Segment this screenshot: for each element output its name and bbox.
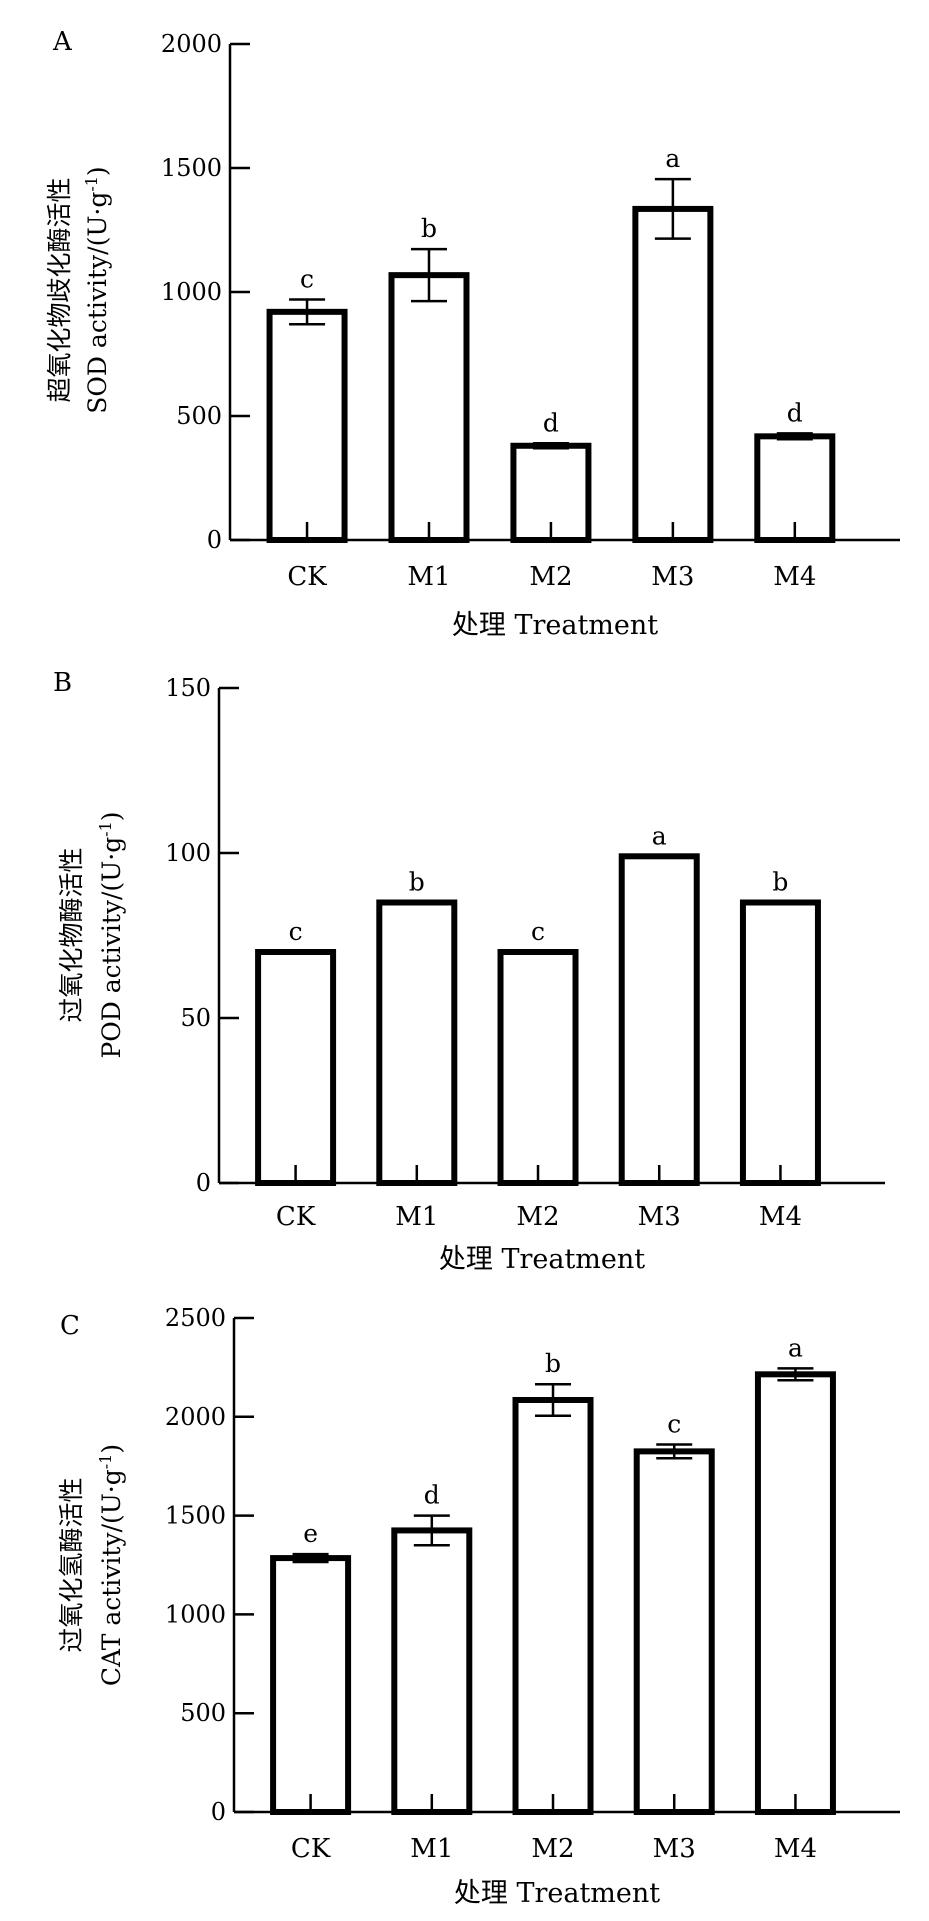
y-axis-label-cn: 超氧化物歧化酶活性 <box>45 177 74 402</box>
y-axis-label-unit: SOD activity/(U·g <box>83 192 112 414</box>
bar-M4 <box>754 1371 836 1816</box>
significance-label: b <box>772 868 788 897</box>
significance-label: b <box>545 1349 561 1378</box>
bar-M1 <box>388 272 470 543</box>
chart-panel-A: A 0 500 1000 1500 2000 c CK b M1 d M2 a M3 d M4 处理 Treat… <box>45 27 900 641</box>
y-axis-label-cn: 过氧化氢酶活性 <box>57 1477 86 1652</box>
y-tick-label: 0 <box>196 1169 211 1197</box>
y-axis-label-en: SOD activity/(U·g-1) <box>82 166 112 413</box>
significance-label: e <box>303 1519 318 1548</box>
significance-label: a <box>788 1333 803 1362</box>
y-tick-label: 1000 <box>165 1600 226 1628</box>
x-tick-label: M1 <box>410 1834 453 1864</box>
bar-CK <box>266 308 348 543</box>
y-axis-label-superscript: -1 <box>82 176 101 192</box>
x-tick-label: M2 <box>529 562 572 592</box>
y-axis-label-close: ) <box>83 166 112 176</box>
panel-letter: C <box>60 1311 80 1341</box>
significance-label: c <box>667 1409 681 1438</box>
bar-M2 <box>512 1397 594 1816</box>
significance-label: a <box>652 821 667 850</box>
significance-label: d <box>543 408 559 437</box>
y-tick-label: 0 <box>211 1798 226 1826</box>
x-axis-label: 处理 Treatment <box>454 1878 660 1909</box>
y-axis-label-en: CAT activity/(U·g-1) <box>96 1444 126 1686</box>
significance-label: c <box>289 917 303 946</box>
x-tick-label: CK <box>287 562 327 592</box>
x-tick-label: M3 <box>651 562 694 592</box>
y-axis-label-en: POD activity/(U·g-1) <box>96 811 126 1058</box>
y-axis-label-close: ) <box>97 1444 126 1454</box>
panel-letter: B <box>53 668 72 698</box>
y-tick-label: 2500 <box>165 1304 226 1332</box>
x-tick-label: M2 <box>516 1202 559 1232</box>
y-tick-label: 500 <box>180 1699 226 1727</box>
significance-label: d <box>787 398 803 427</box>
y-tick-label: 100 <box>165 839 211 867</box>
significance-label: b <box>409 868 425 897</box>
y-tick-label: 1500 <box>161 154 222 182</box>
bar-M3 <box>633 1448 715 1815</box>
x-tick-label: CK <box>276 1202 316 1232</box>
chart-panel-C: C 0 500 1000 1500 2000 2500 e CK d M1 b M2 c M3 a M4 处理 T… <box>57 1304 900 1909</box>
x-tick-label: CK <box>291 1834 331 1864</box>
panel-letter: A <box>52 27 73 57</box>
significance-label: c <box>300 264 314 293</box>
y-tick-label: 1000 <box>161 278 222 306</box>
significance-label: a <box>665 144 680 173</box>
y-tick-label: 50 <box>180 1004 211 1032</box>
y-tick-label: 2000 <box>161 30 222 58</box>
bar-CK <box>255 949 337 1186</box>
x-tick-label: M3 <box>653 1834 696 1864</box>
y-axis-label-superscript: -1 <box>96 1454 115 1470</box>
bar-M1 <box>391 1527 473 1816</box>
y-axis-label-close: ) <box>97 811 126 821</box>
y-tick-label: 500 <box>176 402 222 430</box>
y-tick-label: 2000 <box>165 1403 226 1431</box>
x-tick-label: M4 <box>759 1202 802 1232</box>
x-tick-label: M4 <box>774 1834 817 1864</box>
significance-label: b <box>421 214 437 243</box>
x-tick-label: M1 <box>407 562 450 592</box>
y-tick-label: 1500 <box>165 1502 226 1530</box>
significance-label: d <box>424 1481 440 1510</box>
significance-label: c <box>531 917 545 946</box>
x-tick-label: M1 <box>395 1202 438 1232</box>
y-axis-label-unit: CAT activity/(U·g <box>97 1469 126 1686</box>
bar-M2 <box>497 949 579 1186</box>
y-tick-label: 0 <box>207 526 222 554</box>
bar-CK <box>270 1555 352 1815</box>
chart-panel-B: B 0 50 100 150 c CK b M1 c M2 a M3 b M4 处理 Treatment 过氧化… <box>53 668 885 1275</box>
bar-M1 <box>376 899 458 1186</box>
x-tick-label: M4 <box>773 562 816 592</box>
x-axis-label: 处理 Treatment <box>452 610 658 641</box>
y-axis-label-unit: POD activity/(U·g <box>97 837 126 1059</box>
x-axis-label: 处理 Treatment <box>439 1244 645 1275</box>
bar-M3 <box>618 853 700 1186</box>
x-tick-label: M2 <box>531 1834 574 1864</box>
bar-M3 <box>632 205 714 543</box>
bar-M4 <box>739 899 821 1186</box>
x-tick-label: M3 <box>638 1202 681 1232</box>
y-axis-label-cn: 过氧化物酶活性 <box>57 847 86 1022</box>
y-tick-label: 150 <box>165 674 211 702</box>
y-axis-label-superscript: -1 <box>96 821 115 837</box>
